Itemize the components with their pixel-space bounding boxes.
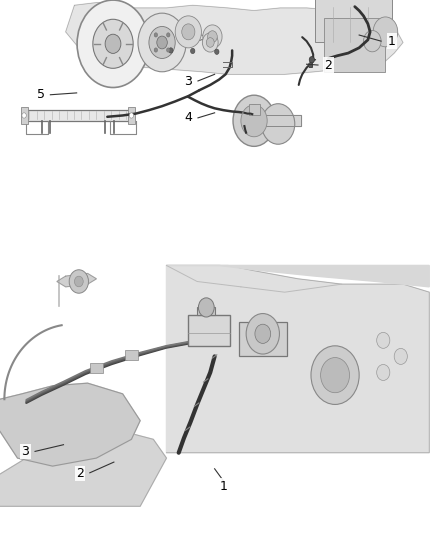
Circle shape [208, 31, 217, 43]
Text: 3: 3 [184, 75, 192, 88]
Circle shape [364, 30, 381, 52]
Circle shape [182, 24, 195, 40]
Text: 4: 4 [184, 111, 192, 124]
Text: 2: 2 [325, 59, 332, 71]
Circle shape [157, 36, 167, 49]
Circle shape [166, 33, 170, 37]
Circle shape [202, 33, 218, 52]
Bar [125, 350, 138, 360]
Circle shape [166, 48, 170, 52]
Circle shape [394, 349, 407, 365]
Bar [128, 107, 135, 124]
Circle shape [309, 56, 314, 63]
Circle shape [373, 17, 398, 47]
Circle shape [241, 105, 267, 137]
Bar [90, 364, 103, 373]
Circle shape [93, 19, 133, 68]
Bar [0, 0, 438, 265]
Circle shape [377, 365, 390, 381]
Circle shape [129, 113, 134, 118]
Bar [249, 104, 260, 115]
Circle shape [69, 270, 88, 293]
Circle shape [203, 25, 222, 49]
Text: 1: 1 [219, 480, 227, 492]
Circle shape [154, 48, 158, 52]
Circle shape [255, 324, 271, 343]
Circle shape [377, 333, 390, 349]
Bar [324, 18, 385, 71]
Bar [197, 308, 215, 315]
Circle shape [138, 13, 186, 72]
Text: 5: 5 [37, 88, 45, 101]
Bar [239, 321, 287, 357]
Circle shape [246, 313, 279, 354]
Polygon shape [57, 273, 96, 287]
Bar [24, 110, 131, 121]
Bar [315, 0, 392, 43]
Circle shape [74, 276, 83, 287]
Circle shape [321, 358, 350, 393]
Circle shape [311, 346, 359, 405]
Polygon shape [0, 383, 140, 466]
Polygon shape [166, 265, 429, 287]
Text: 1: 1 [388, 35, 396, 47]
Circle shape [175, 16, 201, 48]
Circle shape [154, 33, 158, 37]
Bar [0, 265, 438, 533]
Polygon shape [0, 431, 166, 506]
Polygon shape [250, 115, 301, 126]
Polygon shape [66, 3, 403, 74]
Bar [188, 315, 230, 346]
Circle shape [77, 0, 149, 87]
Bar [21, 107, 28, 124]
Circle shape [105, 34, 121, 53]
Circle shape [198, 298, 214, 317]
Circle shape [22, 113, 26, 118]
Text: 2: 2 [76, 467, 84, 480]
Circle shape [233, 95, 275, 147]
Circle shape [206, 38, 214, 47]
Circle shape [215, 49, 219, 54]
Circle shape [308, 62, 313, 68]
Circle shape [191, 49, 195, 54]
Circle shape [149, 27, 175, 59]
Text: 3: 3 [21, 445, 29, 458]
Polygon shape [166, 265, 429, 453]
Circle shape [261, 104, 295, 144]
Circle shape [169, 48, 173, 53]
